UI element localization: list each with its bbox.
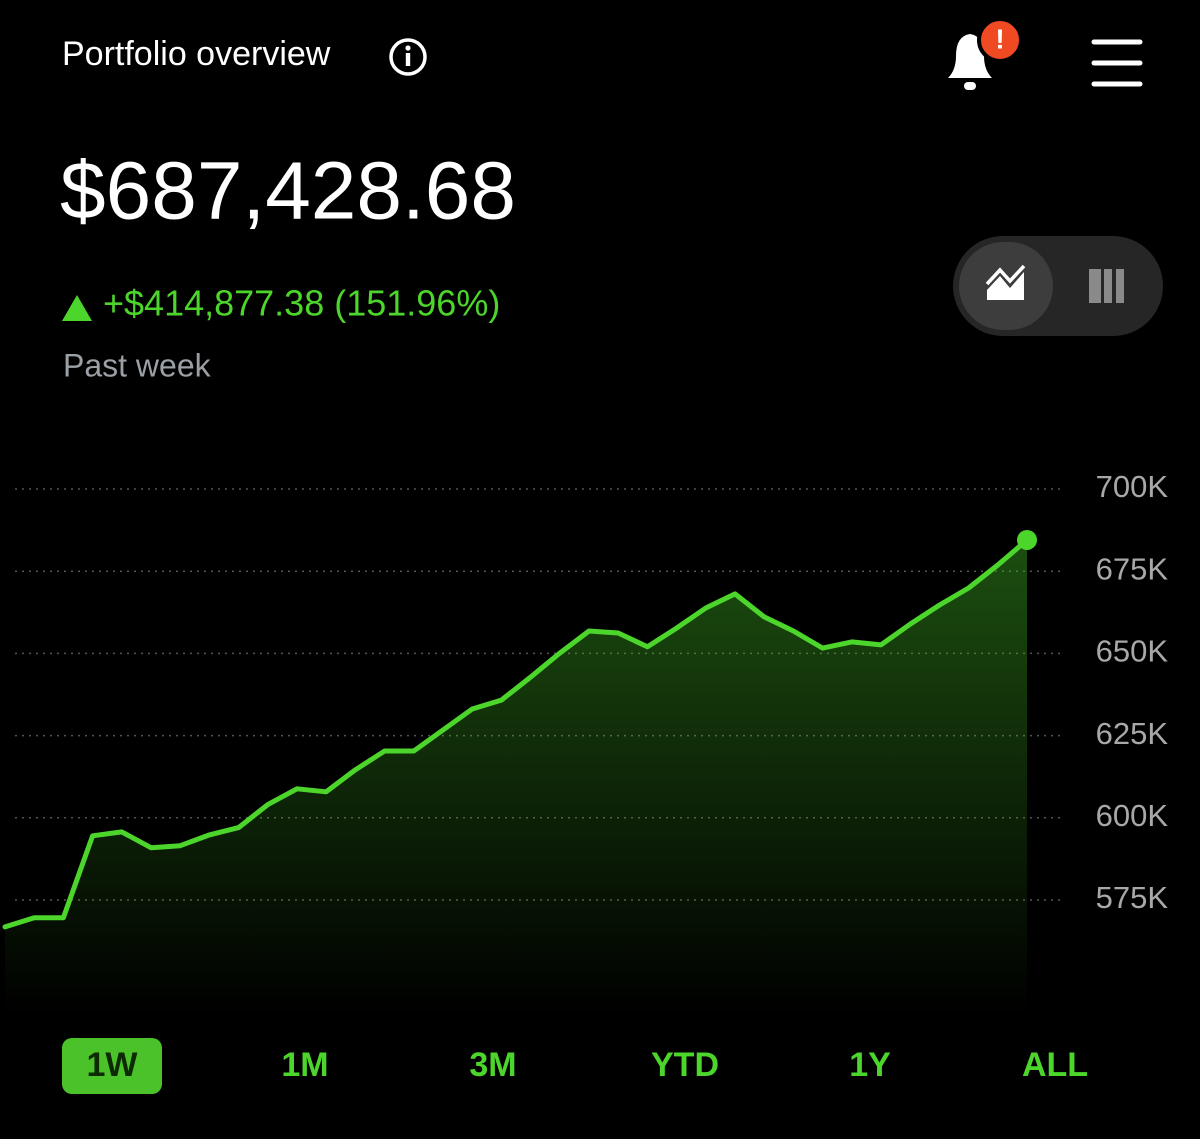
timeframe-tab[interactable]: 1M	[281, 1046, 328, 1084]
chart: 575K 600K 625K 650K 675K 700K	[2, 469, 1169, 1015]
end-point	[1017, 529, 1037, 550]
timeframe-tab[interactable]: 1W	[87, 1046, 139, 1084]
y-tick-label: 625K	[1096, 716, 1169, 751]
y-tick-label: 600K	[1096, 798, 1169, 833]
y-tick-label: 675K	[1096, 551, 1169, 586]
area	[5, 540, 1027, 1015]
balance-change: +$414,877.38 (151.96%)	[103, 283, 500, 324]
bar-chart-button[interactable]	[1089, 269, 1124, 303]
notifications-button[interactable]: !	[948, 17, 1023, 90]
y-tick-label: 575K	[1096, 880, 1169, 915]
timeframe-tab[interactable]: 3M	[469, 1046, 516, 1084]
period-label: Past week	[63, 347, 212, 383]
line	[2, 537, 1030, 930]
timeframe-tab[interactable]: YTD	[651, 1046, 719, 1084]
selected-tab-background	[62, 1038, 162, 1094]
timeframe-tab[interactable]: 1Y	[849, 1046, 891, 1084]
chart-type-toggle	[953, 236, 1163, 336]
timeframe-tab[interactable]: ALL	[1022, 1046, 1088, 1084]
y-tick-label: 700K	[1096, 469, 1169, 504]
portfolio-balance: $687,428.68	[60, 146, 516, 237]
menu-button[interactable]	[1091, 39, 1143, 87]
up-arrow	[62, 295, 92, 321]
info-icon[interactable]	[389, 38, 427, 76]
y-tick-label: 650K	[1096, 634, 1169, 669]
timeframe-tabs: 1W 1M 3M YTD 1Y ALL	[62, 1038, 1088, 1094]
page-title: Portfolio overview	[62, 35, 331, 73]
line-chart-button[interactable]	[959, 242, 1053, 330]
notification-badge: !	[995, 23, 1004, 54]
